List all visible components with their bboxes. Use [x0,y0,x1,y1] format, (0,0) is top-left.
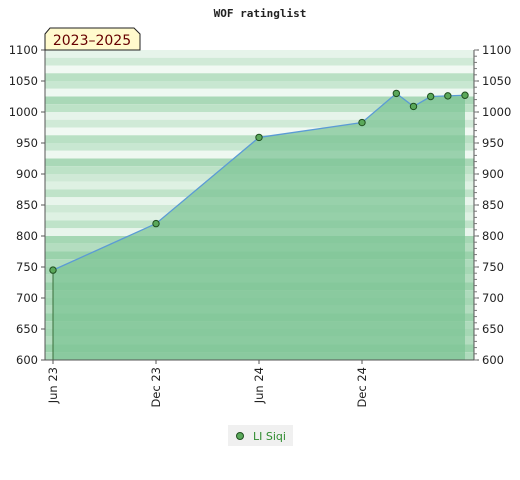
data-point[interactable] [409,102,418,111]
grid-band [45,88,474,97]
y-tick-label-right: 700 [482,291,504,305]
y-tick-label-left: 950 [16,136,38,150]
x-tick-label: Dec 23 [149,367,163,408]
data-point[interactable] [426,92,435,101]
y-tick-label-left: 750 [16,260,38,274]
y-tick-label-left: 600 [16,353,38,367]
series-area [53,93,465,361]
y-tick-label-left: 1100 [9,43,38,57]
y-tick-label-right: 1050 [482,74,511,88]
y-tick-label-left: 800 [16,229,38,243]
y-tick-label-right: 600 [482,353,504,367]
y-tick-label-right: 850 [482,198,504,212]
grid-band [45,81,474,89]
y-tick-label-right: 800 [482,229,504,243]
y-axis-right: 600 650 700 750 800 850 900 950 1000 1050 1100 [474,43,511,367]
y-tick-label-left: 1050 [9,74,38,88]
legend-label: LI Siqi [253,430,286,443]
grid-band [45,73,474,81]
data-points [49,89,469,274]
y-tick-label-left: 700 [16,291,38,305]
data-point[interactable] [49,266,57,274]
chart-title: WOF ratinglist [214,7,307,20]
data-point[interactable] [255,133,263,142]
y-tick-label-right: 750 [482,260,504,274]
x-tick-label: Dec 24 [355,367,369,408]
data-point[interactable] [444,92,452,100]
data-point[interactable] [358,118,366,127]
y-tick-label-left: 1000 [9,105,38,119]
data-point[interactable] [461,91,469,99]
grid-band [45,112,474,120]
y-tick-label-left: 850 [16,198,38,212]
grid-band [45,127,474,136]
y-tick-label-right: 1100 [482,43,511,57]
grid-band [45,65,474,74]
grid-band [45,50,474,58]
y-axis-left: 600 650 700 750 800 850 900 950 1000 1050 1100 [9,43,45,367]
grid-band [45,119,474,128]
period-badge-text: 2023–2025 [53,33,131,49]
y-tick-label-left: 650 [16,322,38,336]
data-point[interactable] [152,219,160,228]
x-tick-label: Jun 24 [252,367,266,404]
y-tick-label-right: 950 [482,136,504,150]
x-axis: Jun 23 Dec 23 Jun 24 Dec 24 [46,360,369,408]
series-area-fill [53,93,465,361]
y-tick-label-right: 650 [482,322,504,336]
x-tick-label: Jun 23 [46,367,60,404]
grid-band [45,104,474,112]
y-tick-label-right: 1000 [482,105,511,119]
y-tick-label-right: 900 [482,167,504,181]
period-badge: 2023–2025 [44,27,141,51]
legend[interactable]: LI Siqi [228,425,293,446]
grid-band [45,57,474,66]
grid-band [45,96,474,105]
data-point[interactable] [392,89,401,98]
legend-marker [236,432,244,440]
y-tick-label-left: 900 [16,167,38,181]
